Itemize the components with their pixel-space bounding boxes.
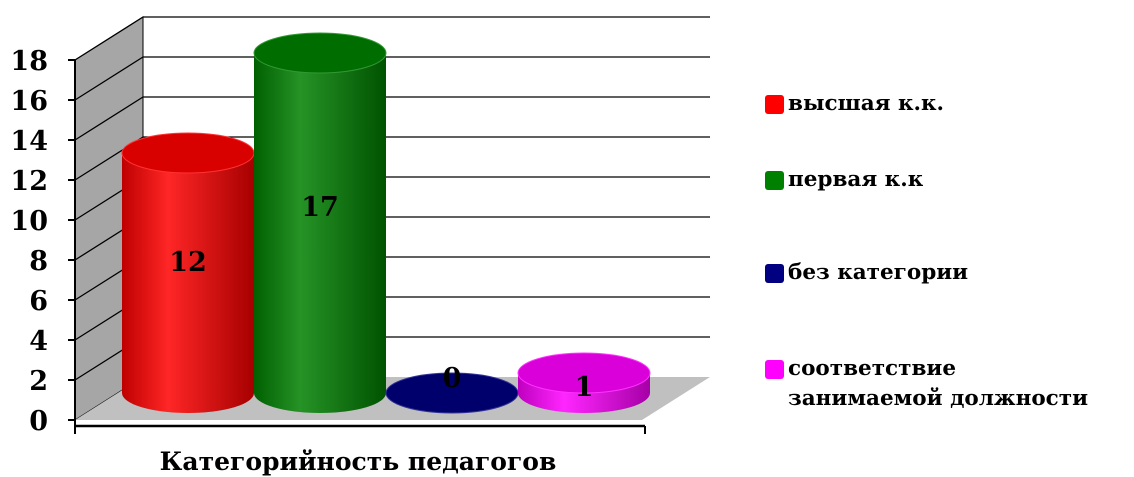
- legend-item: без категории: [765, 258, 968, 288]
- data-label: 1: [575, 372, 594, 403]
- legend-label: первая к.к: [788, 167, 924, 192]
- bar-top: [517, 352, 651, 394]
- axis: [68, 59, 646, 434]
- gridline: [74, 16, 710, 61]
- y-tick-label: 2: [29, 366, 48, 397]
- gridline: [74, 96, 710, 141]
- y-tick-label: 4: [29, 326, 48, 357]
- legend-item: высшая к.к.: [765, 89, 944, 119]
- bar-1: [121, 132, 255, 413]
- y-tick-label: 6: [29, 286, 48, 317]
- gridline: [74, 56, 710, 101]
- legend-swatch: [765, 360, 784, 379]
- legend-item: соответствие занимаемой должности: [765, 354, 1088, 414]
- bar-4: [517, 352, 651, 413]
- data-label: 0: [443, 363, 462, 394]
- bar-top: [121, 132, 255, 174]
- y-tick-label: 16: [10, 86, 48, 117]
- legend-swatch: [765, 264, 784, 283]
- y-tick-label: 10: [10, 206, 48, 237]
- y-tick-labels: 0 2 4 6 8 10 12 14 16 18: [10, 46, 48, 437]
- bar-top: [253, 32, 387, 74]
- gridline: [74, 136, 710, 181]
- chart: 0 2 4 6 8 10 12 14 16 18 12 17 0 1 Категорийность пе…: [10, 16, 710, 476]
- x-axis-title: Категорийность педагогов: [160, 447, 557, 476]
- bar-3: [385, 372, 519, 414]
- legend-swatch: [765, 171, 784, 190]
- legend-label: соответствие занимаемой должности: [788, 356, 1089, 411]
- legend: высшая к.к. первая к.к без категории соотве…: [765, 0, 1134, 477]
- gridlines: [74, 16, 710, 381]
- bar-body: [254, 53, 386, 413]
- legend-swatch: [765, 95, 784, 114]
- y-tick-label: 18: [10, 46, 48, 77]
- legend-label: без категории: [788, 260, 969, 285]
- bar-body: [122, 153, 254, 413]
- data-label: 17: [301, 192, 339, 223]
- data-labels: 12 17 0 1: [169, 192, 593, 403]
- bars: [121, 32, 651, 414]
- data-label: 12: [169, 247, 207, 278]
- y-tick-label: 8: [29, 246, 48, 277]
- y-tick-label: 12: [10, 166, 48, 197]
- bar-2: [253, 32, 387, 413]
- y-tick-label: 0: [29, 406, 48, 437]
- y-tick-label: 14: [10, 126, 48, 157]
- legend-label: высшая к.к.: [788, 91, 945, 116]
- legend-item: первая к.к: [765, 165, 923, 195]
